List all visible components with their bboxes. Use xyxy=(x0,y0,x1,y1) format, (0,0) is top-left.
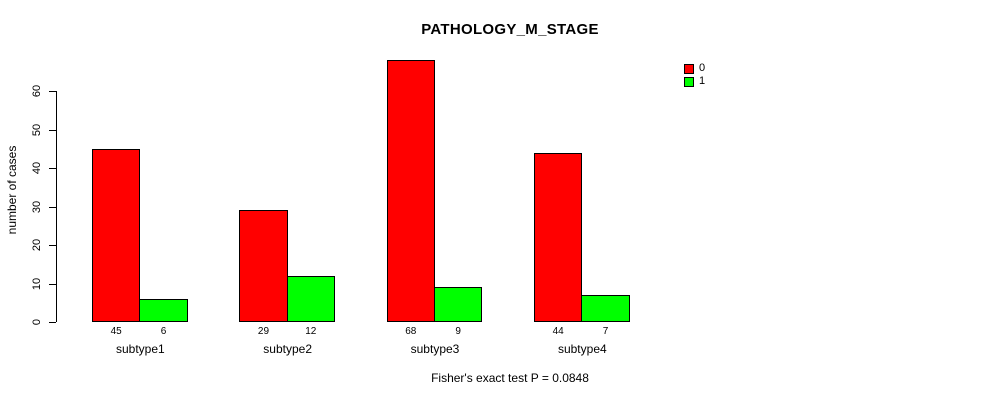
bar-value-subtype1-series-0: 45 xyxy=(110,326,122,337)
y-axis-tick-label: 0 xyxy=(31,318,43,326)
category-label-subtype2: subtype2 xyxy=(263,342,313,356)
bar-subtype2-series-1 xyxy=(286,275,335,322)
y-axis-tick xyxy=(49,283,56,285)
bar-subtype4-series-0 xyxy=(533,152,583,322)
y-axis-tick-label: 10 xyxy=(31,277,43,290)
bar-value-subtype3-series-1: 9 xyxy=(455,326,461,337)
footer-annotation: Fisher's exact test P = 0.0848 xyxy=(431,371,589,385)
y-axis-label: number of cases xyxy=(5,145,19,235)
y-axis-tick-label: 30 xyxy=(31,200,43,213)
y-axis-tick-label: 20 xyxy=(31,238,43,252)
y-axis-tick xyxy=(49,245,56,246)
bar-subtype3-series-1 xyxy=(433,287,483,322)
legend-swatch-1 xyxy=(684,76,694,87)
bar-value-subtype4-series-0: 44 xyxy=(552,326,564,337)
bar-subtype1-series-0 xyxy=(92,148,141,322)
y-axis-tick-label: 60 xyxy=(31,84,43,98)
bar-subtype2-series-0 xyxy=(239,210,288,322)
legend-swatch-0 xyxy=(684,63,694,74)
y-axis-tick xyxy=(49,206,56,208)
category-label-subtype3: subtype3 xyxy=(410,342,460,356)
legend-item-1: 1 xyxy=(684,76,705,87)
bar-value-subtype1-series-1: 6 xyxy=(160,326,167,337)
y-axis-line xyxy=(56,91,57,322)
y-axis-tick xyxy=(49,168,56,169)
y-axis-tick xyxy=(49,322,56,323)
bar-subtype3-series-0 xyxy=(386,60,435,322)
bar-subtype4-series-1 xyxy=(581,295,630,322)
category-label-subtype4: subtype4 xyxy=(557,342,607,356)
chart-title: PATHOLOGY_M_STAGE xyxy=(421,21,599,38)
y-axis-tick-label: 50 xyxy=(31,123,43,136)
bar-value-subtype3-series-0: 68 xyxy=(405,326,417,337)
bar-value-subtype2-series-1: 12 xyxy=(305,326,317,337)
legend-label-0: 0 xyxy=(699,62,706,74)
legend-item-0: 0 xyxy=(684,63,705,74)
y-axis-tick-label: 40 xyxy=(31,161,43,175)
bar-value-subtype4-series-1: 7 xyxy=(602,326,609,337)
y-axis-tick xyxy=(49,129,56,131)
bar-value-subtype2-series-0: 29 xyxy=(257,326,270,337)
category-label-subtype1: subtype1 xyxy=(115,342,165,356)
y-axis-tick xyxy=(49,91,56,92)
legend-label-1: 1 xyxy=(699,75,706,87)
bar-subtype1-series-1 xyxy=(139,298,188,322)
